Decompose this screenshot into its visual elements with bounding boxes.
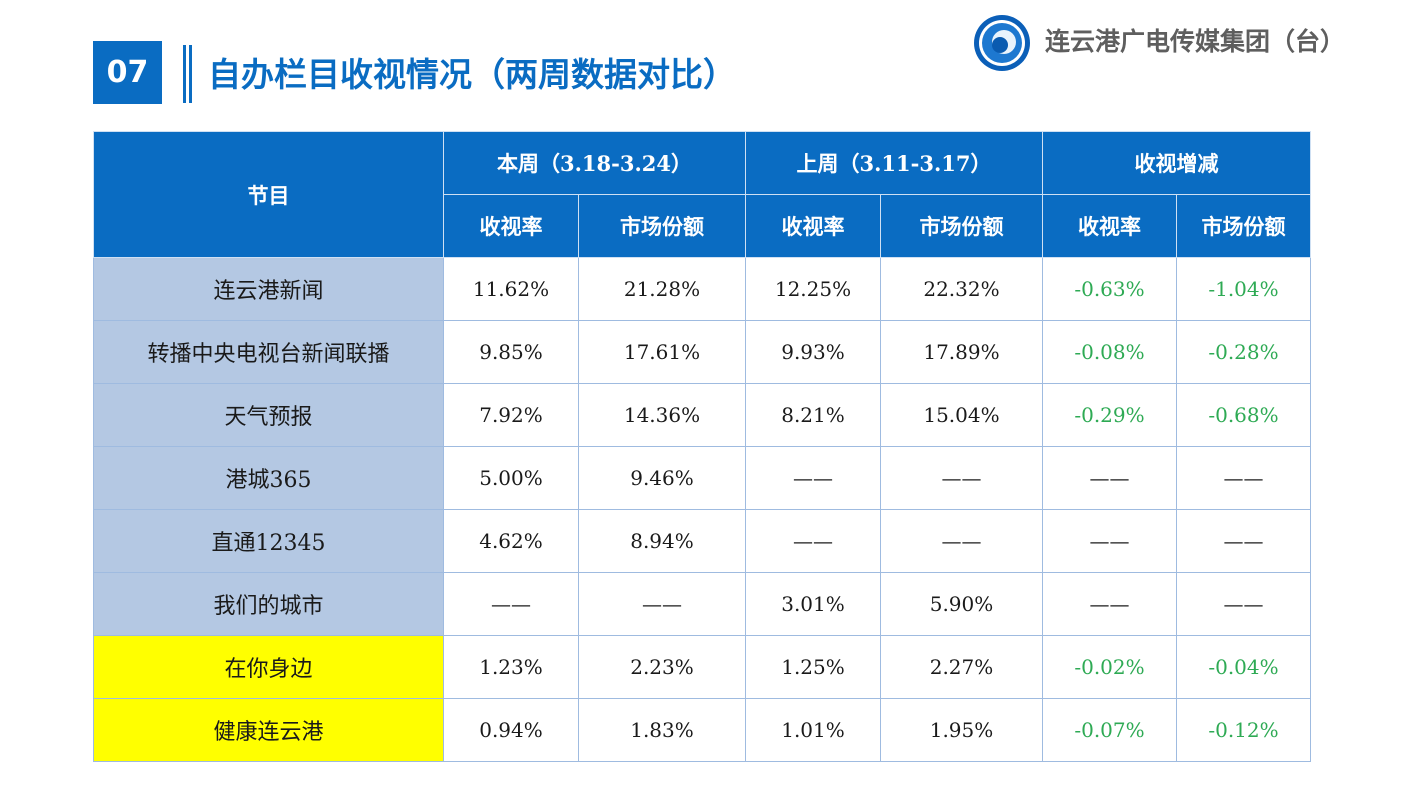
- table-row: 天气预报 7.92% 14.36% 8.21% 15.04% -0.29% -0…: [93, 383, 1311, 447]
- last-week-rating: ——: [745, 509, 881, 573]
- rating-change: -0.63%: [1042, 257, 1177, 321]
- share-change: -1.04%: [1176, 257, 1311, 321]
- group-name: 连云港广电传媒集团（台）: [1045, 27, 1346, 56]
- rating-change: -0.29%: [1042, 383, 1177, 447]
- share-change: -0.04%: [1176, 635, 1311, 699]
- title-divider-bar: [183, 45, 186, 103]
- subheader-share: 市场份额: [1176, 194, 1311, 258]
- last-week-rating: 8.21%: [745, 383, 881, 447]
- last-week-share: 1.95%: [880, 698, 1043, 762]
- program-name: 港城365: [93, 446, 444, 510]
- this-week-share: 8.94%: [578, 509, 746, 573]
- section-number-badge: 07: [93, 41, 162, 104]
- rating-change: -0.02%: [1042, 635, 1177, 699]
- program-name: 健康连云港: [93, 698, 444, 762]
- this-week-rating: 0.94%: [443, 698, 579, 762]
- last-week-rating: 9.93%: [745, 320, 881, 384]
- this-week-share: 9.46%: [578, 446, 746, 510]
- header-last-week: 上周（3.11-3.17）: [745, 131, 1043, 195]
- subheader-rating: 收视率: [443, 194, 579, 258]
- rating-change: -0.07%: [1042, 698, 1177, 762]
- program-name: 转播中央电视台新闻联播: [93, 320, 444, 384]
- this-week-share: 21.28%: [578, 257, 746, 321]
- last-week-share: ——: [880, 509, 1043, 573]
- share-change: -0.68%: [1176, 383, 1311, 447]
- share-change: -0.12%: [1176, 698, 1311, 762]
- table-row: 健康连云港 0.94% 1.83% 1.01% 1.95% -0.07% -0.…: [93, 698, 1311, 762]
- this-week-rating: 11.62%: [443, 257, 579, 321]
- last-week-share: 22.32%: [880, 257, 1043, 321]
- share-change: ——: [1176, 509, 1311, 573]
- title-divider-bar: [189, 45, 192, 103]
- this-week-rating: 1.23%: [443, 635, 579, 699]
- program-name: 我们的城市: [93, 572, 444, 636]
- this-week-share: 2.23%: [578, 635, 746, 699]
- last-week-share: 2.27%: [880, 635, 1043, 699]
- last-week-rating: 1.25%: [745, 635, 881, 699]
- subheader-rating: 收视率: [745, 194, 881, 258]
- share-change: -0.28%: [1176, 320, 1311, 384]
- last-week-rating: 1.01%: [745, 698, 881, 762]
- this-week-share: 17.61%: [578, 320, 746, 384]
- table-row: 港城365 5.00% 9.46% —— —— —— ——: [93, 446, 1311, 510]
- this-week-rating: 9.85%: [443, 320, 579, 384]
- last-week-share: 15.04%: [880, 383, 1043, 447]
- subheader-share: 市场份额: [578, 194, 746, 258]
- this-week-share: 1.83%: [578, 698, 746, 762]
- table-row: 直通12345 4.62% 8.94% —— —— —— ——: [93, 509, 1311, 573]
- subheader-share: 市场份额: [880, 194, 1043, 258]
- program-name: 在你身边: [93, 635, 444, 699]
- rating-change: -0.08%: [1042, 320, 1177, 384]
- this-week-rating: 7.92%: [443, 383, 579, 447]
- page-title: 自办栏目收视情况（两周数据对比）: [208, 55, 736, 94]
- last-week-rating: 3.01%: [745, 572, 881, 636]
- program-name: 直通12345: [93, 509, 444, 573]
- rating-change: ——: [1042, 509, 1177, 573]
- share-change: ——: [1176, 572, 1311, 636]
- rating-change: ——: [1042, 446, 1177, 510]
- this-week-rating: 5.00%: [443, 446, 579, 510]
- last-week-rating: 12.25%: [745, 257, 881, 321]
- ratings-table: 节目 本周（3.18-3.24） 上周（3.11-3.17） 收视增减 收视率 …: [93, 131, 1311, 762]
- table-row: 在你身边 1.23% 2.23% 1.25% 2.27% -0.02% -0.0…: [93, 635, 1311, 699]
- share-change: ——: [1176, 446, 1311, 510]
- this-week-share: ——: [578, 572, 746, 636]
- last-week-share: 17.89%: [880, 320, 1043, 384]
- header-this-week: 本周（3.18-3.24）: [443, 131, 746, 195]
- this-week-rating: 4.62%: [443, 509, 579, 573]
- group-logo-icon: [974, 15, 1030, 71]
- this-week-rating: ——: [443, 572, 579, 636]
- header-change: 收视增减: [1042, 131, 1311, 195]
- program-name: 连云港新闻: [93, 257, 444, 321]
- table-row: 连云港新闻 11.62% 21.28% 12.25% 22.32% -0.63%…: [93, 257, 1311, 321]
- rating-change: ——: [1042, 572, 1177, 636]
- last-week-share: 5.90%: [880, 572, 1043, 636]
- last-week-share: ——: [880, 446, 1043, 510]
- header-program: 节目: [93, 131, 444, 258]
- table-row: 转播中央电视台新闻联播 9.85% 17.61% 9.93% 17.89% -0…: [93, 320, 1311, 384]
- this-week-share: 14.36%: [578, 383, 746, 447]
- program-name: 天气预报: [93, 383, 444, 447]
- subheader-rating: 收视率: [1042, 194, 1177, 258]
- table-row: 我们的城市 —— —— 3.01% 5.90% —— ——: [93, 572, 1311, 636]
- last-week-rating: ——: [745, 446, 881, 510]
